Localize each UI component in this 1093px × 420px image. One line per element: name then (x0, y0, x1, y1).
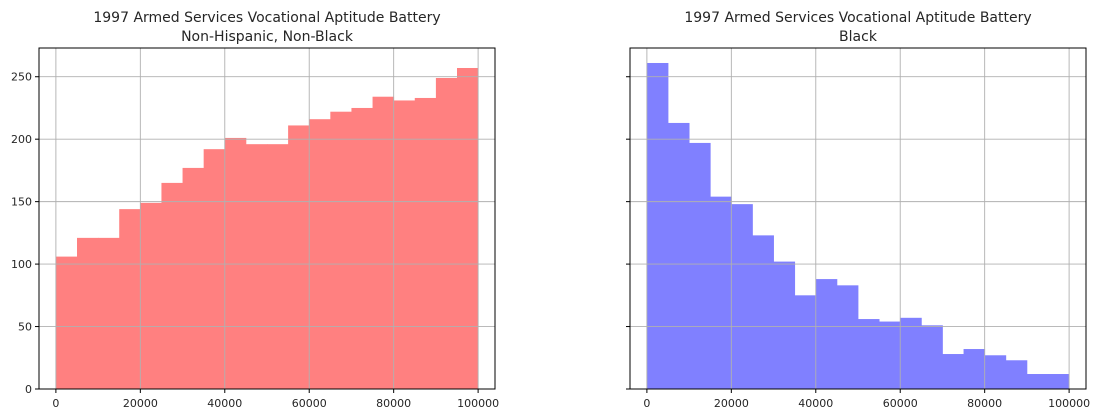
histogram-bar (1048, 374, 1070, 389)
histogram-bar (457, 67, 479, 389)
histogram-bar (98, 237, 120, 389)
histogram-bar (140, 202, 162, 389)
histogram-bar (330, 111, 352, 389)
axes-frame (38, 47, 496, 390)
histogram-bar (161, 182, 183, 389)
y-tick-label: 0 (25, 383, 32, 396)
y-tick-label: 50 (18, 321, 32, 334)
y-tick-label: 250 (11, 71, 32, 84)
x-tick-label: 60000 (883, 397, 918, 410)
y-tick-label: 150 (11, 196, 32, 209)
histogram-bar (435, 77, 458, 389)
histogram-panel-non-hispanic-non-black: 1997 Armed Services Vocational Aptitude … (11, 10, 499, 410)
y-tick-label: 100 (11, 258, 32, 271)
x-tick-label: 20000 (123, 397, 158, 410)
histogram-bar (1026, 374, 1049, 389)
histogram-bar (372, 96, 395, 389)
histogram-bar (224, 137, 247, 389)
histogram-bar (646, 62, 669, 389)
x-tick-label: 0 (52, 397, 59, 410)
histogram-bar (203, 149, 226, 389)
histogram-bar (836, 285, 859, 389)
x-tick-label: 100000 (1048, 397, 1090, 410)
histogram-bar (77, 237, 99, 389)
x-tick-label: 80000 (967, 397, 1002, 410)
histogram-bar (710, 196, 732, 389)
y-tick-label: 200 (11, 133, 32, 146)
histogram-bar (689, 142, 711, 389)
histogram-bar (879, 321, 901, 389)
histogram-bar (794, 295, 817, 389)
histogram-bar (858, 319, 880, 389)
histogram-bar (963, 349, 986, 389)
x-tick-label: 0 (643, 397, 650, 410)
histogram-bar (815, 279, 838, 389)
x-tick-label: 60000 (292, 397, 327, 410)
histogram-bar (921, 325, 943, 389)
histogram-bar (731, 204, 753, 389)
x-tick-label: 40000 (798, 397, 833, 410)
histogram-bar (309, 119, 331, 389)
x-tick-label: 100000 (457, 397, 499, 410)
histogram-bar (351, 107, 373, 389)
axes-frame (629, 47, 1087, 390)
histogram-bar (393, 100, 416, 389)
histogram-bar (414, 97, 437, 389)
histogram-bar (245, 144, 268, 389)
histogram-bar (288, 125, 310, 389)
histogram-bar (984, 355, 1007, 389)
histogram-bar (1005, 360, 1028, 389)
histogram-bar (773, 261, 796, 389)
histogram-bar (267, 144, 289, 389)
x-tick-label: 40000 (207, 397, 242, 410)
histogram-bar (119, 209, 141, 389)
chart-title: 1997 Armed Services Vocational Aptitude … (93, 10, 440, 26)
chart-subtitle: Black (839, 29, 878, 45)
chart-title: 1997 Armed Services Vocational Aptitude … (684, 10, 1031, 26)
histogram-bar (182, 167, 205, 389)
histogram-bar (752, 235, 774, 389)
histogram-bar (668, 122, 690, 389)
x-tick-label: 20000 (714, 397, 749, 410)
histogram-bar (942, 354, 964, 389)
histogram-bar (55, 256, 78, 389)
histogram-panel-black: 1997 Armed Services Vocational Aptitude … (626, 10, 1090, 410)
chart-subtitle: Non-Hispanic, Non-Black (181, 29, 354, 45)
histogram-bar (900, 317, 922, 389)
x-tick-label: 80000 (376, 397, 411, 410)
